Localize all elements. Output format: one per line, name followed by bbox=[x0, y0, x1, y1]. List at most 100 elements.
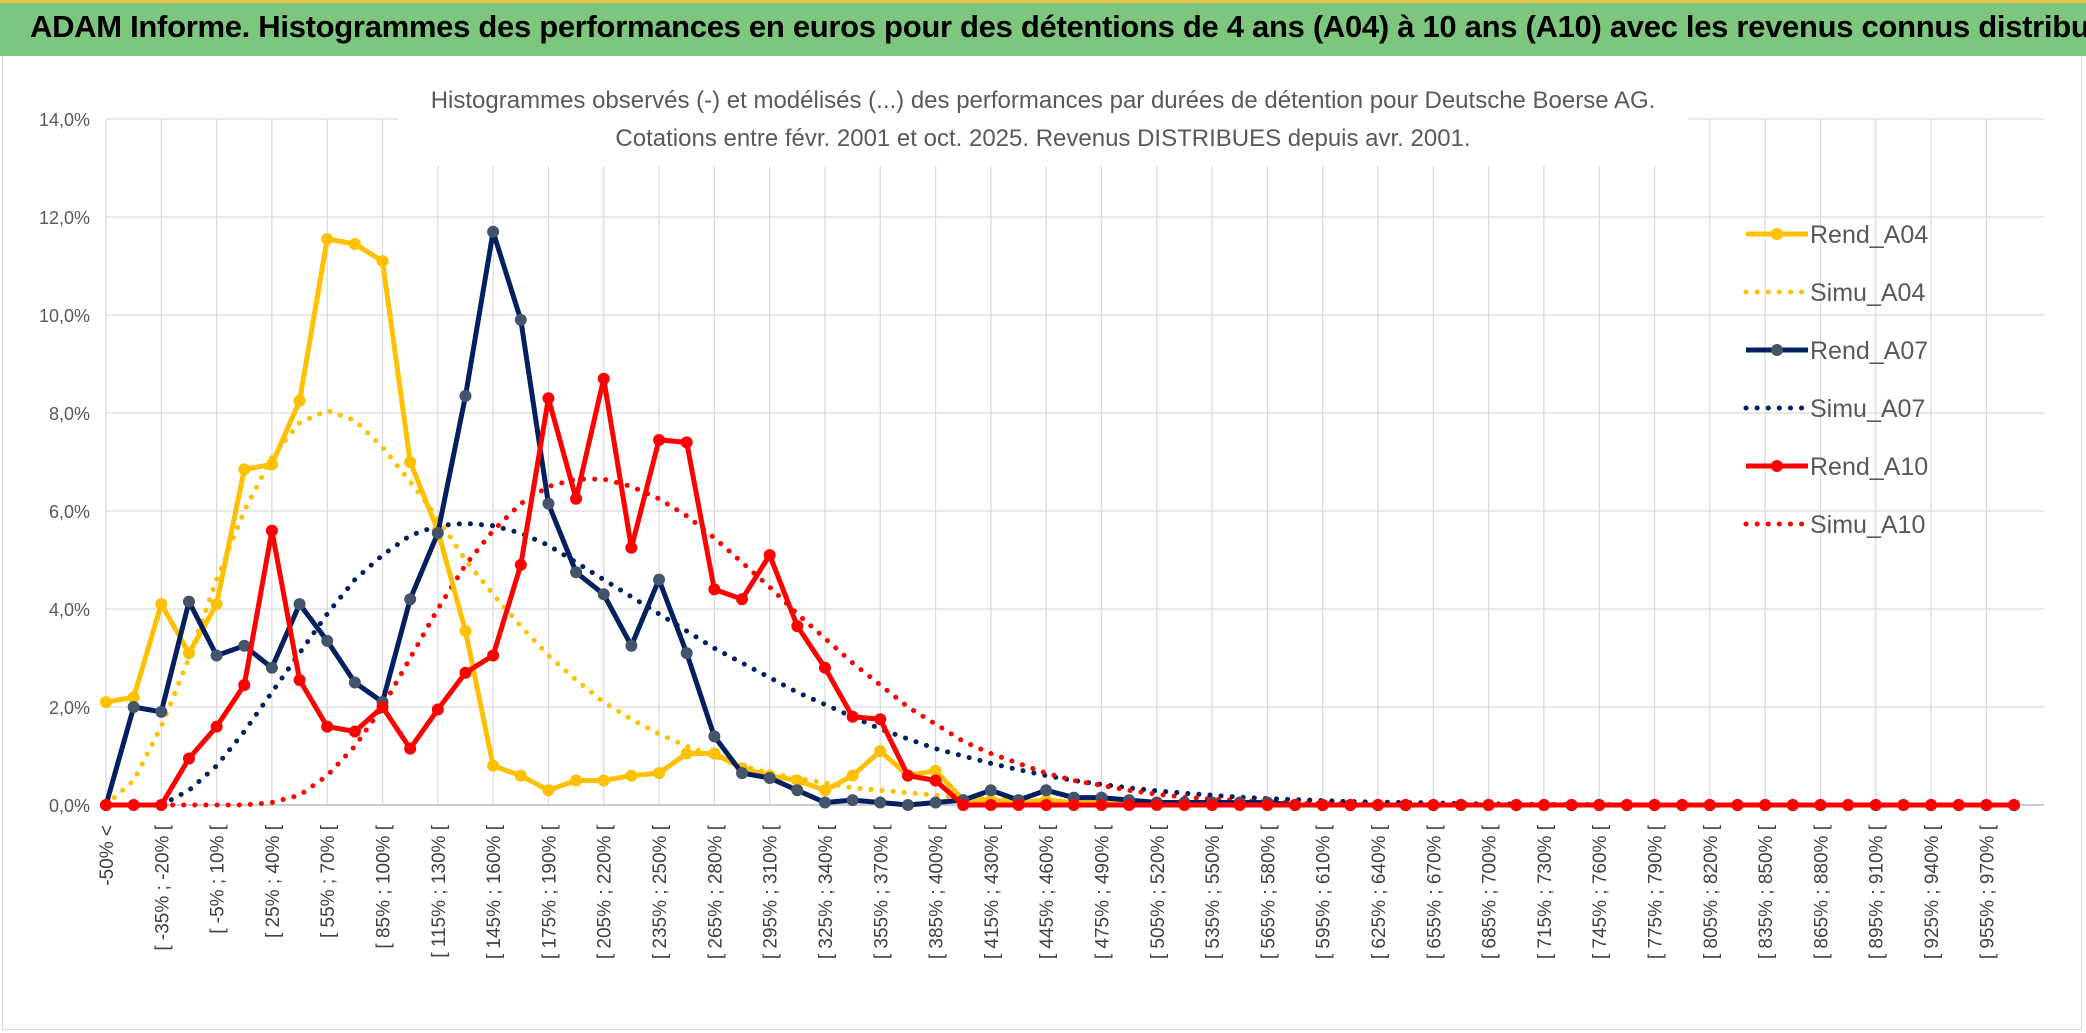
data-point-Rend_A07 bbox=[763, 772, 776, 785]
x-tick-label: [ 475% ; 490% [ bbox=[1092, 824, 1113, 959]
x-tick-label: [ 145% ; 160% [ bbox=[484, 824, 505, 959]
data-point-Rend_A04 bbox=[182, 647, 195, 660]
data-point-Rend_A10 bbox=[1123, 799, 1136, 811]
data-point-Rend_A07 bbox=[293, 598, 306, 611]
data-point-Rend_A10 bbox=[874, 713, 887, 726]
data-point-Rend_A10 bbox=[957, 799, 970, 811]
x-tick-label: [ 115% ; 130% [ bbox=[429, 824, 450, 957]
legend-marker-Rend_A07 bbox=[1771, 344, 1783, 356]
data-point-Rend_A10 bbox=[376, 701, 389, 713]
data-point-Rend_A10 bbox=[1510, 799, 1523, 811]
x-tick-label: [ 235% ; 250% [ bbox=[650, 824, 671, 959]
series-layer bbox=[100, 225, 2020, 811]
legend-label-Simu_A10: Simu_A10 bbox=[1810, 511, 1925, 539]
data-point-Rend_A10 bbox=[1261, 799, 1274, 811]
data-point-Rend_A07 bbox=[265, 661, 278, 674]
data-point-Rend_A10 bbox=[570, 492, 583, 505]
x-tick-label: [ 175% ; 190% [ bbox=[539, 824, 560, 959]
x-tick-label: [ -5% ; 10% [ bbox=[208, 824, 229, 933]
data-point-Rend_A07 bbox=[708, 730, 721, 743]
y-tick-label: 4,0% bbox=[49, 600, 90, 620]
data-point-Rend_A07 bbox=[487, 225, 500, 238]
data-point-Rend_A10 bbox=[901, 769, 914, 782]
data-point-Rend_A07 bbox=[542, 497, 555, 510]
chart-title-line2: Cotations entre févr. 2001 et oct. 2025.… bbox=[615, 125, 1470, 152]
data-point-Rend_A10 bbox=[1925, 799, 1938, 811]
data-point-Rend_A10 bbox=[514, 558, 527, 571]
data-point-Rend_A10 bbox=[2008, 799, 2020, 811]
y-tick-label: 0,0% bbox=[49, 796, 90, 816]
data-point-Rend_A04 bbox=[487, 759, 500, 772]
title-background bbox=[398, 78, 1688, 166]
data-point-Rend_A07 bbox=[182, 595, 195, 608]
x-axis: -50% < [ -35% ; -20% [[ -5% ; 10% [[ 25% … bbox=[97, 804, 2044, 959]
data-point-Rend_A04 bbox=[293, 394, 306, 407]
legend-label-Rend_A07: Rend_A07 bbox=[1810, 337, 1928, 365]
data-point-Rend_A07 bbox=[680, 647, 693, 660]
data-point-Rend_A10 bbox=[791, 620, 804, 633]
data-point-Rend_A07 bbox=[791, 784, 804, 797]
data-point-Rend_A07 bbox=[321, 634, 334, 647]
data-point-Rend_A10 bbox=[127, 799, 140, 811]
legend-label-Rend_A04: Rend_A04 bbox=[1810, 221, 1928, 249]
data-point-Rend_A10 bbox=[708, 583, 721, 596]
data-point-Rend_A10 bbox=[1482, 799, 1495, 811]
data-point-Rend_A04 bbox=[210, 598, 223, 611]
data-point-Rend_A10 bbox=[321, 720, 334, 733]
data-point-Rend_A04 bbox=[597, 774, 610, 787]
legend-marker-Rend_A10 bbox=[1771, 460, 1783, 472]
x-tick-label: [ 595% ; 610% [ bbox=[1314, 824, 1335, 959]
data-point-Rend_A04 bbox=[238, 463, 251, 476]
data-point-Rend_A10 bbox=[1869, 799, 1882, 811]
data-point-Rend_A10 bbox=[1427, 799, 1440, 811]
data-point-Rend_A04 bbox=[874, 745, 887, 758]
data-point-Rend_A07 bbox=[155, 705, 168, 718]
data-point-Rend_A10 bbox=[1206, 799, 1219, 811]
data-point-Rend_A10 bbox=[1316, 799, 1329, 811]
data-point-Rend_A10 bbox=[1786, 799, 1799, 811]
data-point-Rend_A10 bbox=[1897, 799, 1910, 811]
data-point-Rend_A04 bbox=[708, 747, 721, 760]
data-point-Rend_A10 bbox=[1372, 799, 1384, 811]
data-point-Rend_A10 bbox=[100, 799, 112, 811]
data-point-Rend_A07 bbox=[514, 313, 527, 326]
data-point-Rend_A10 bbox=[680, 436, 693, 449]
data-point-Rend_A10 bbox=[238, 678, 251, 691]
data-point-Rend_A04 bbox=[542, 784, 555, 797]
y-tick-label: 14,0% bbox=[39, 110, 90, 130]
x-tick-label: [ 355% ; 370% [ bbox=[871, 824, 892, 959]
line-chart: 0,0% 2,0% 4,0% 6,0% 8,0% 10,0% 12,0% 14,0% -50%… bbox=[39, 78, 2044, 959]
x-tick-label: [ 415% ; 430% [ bbox=[982, 824, 1003, 959]
data-point-Rend_A10 bbox=[155, 799, 168, 811]
data-point-Rend_A04 bbox=[818, 784, 831, 797]
data-point-Rend_A10 bbox=[1620, 799, 1633, 811]
data-point-Rend_A04 bbox=[376, 255, 389, 268]
x-tick-label: [ -35% ; -20% [ bbox=[152, 824, 173, 950]
legend-label-Simu_A07: Simu_A07 bbox=[1810, 395, 1925, 423]
legend-marker-Rend_A04 bbox=[1771, 228, 1783, 240]
data-point-Rend_A07 bbox=[984, 784, 997, 797]
x-tick-label: [ 295% ; 310% [ bbox=[761, 824, 782, 959]
legend-label-Rend_A10: Rend_A10 bbox=[1810, 453, 1928, 481]
x-tick-label: [ 955% ; 970% [ bbox=[1977, 824, 1998, 959]
data-point-Rend_A07 bbox=[459, 389, 472, 402]
data-point-Rend_A10 bbox=[487, 649, 500, 662]
y-tick-label: 10,0% bbox=[39, 306, 90, 326]
x-tick-label: [ 625% ; 640% [ bbox=[1369, 824, 1390, 959]
data-point-Rend_A10 bbox=[625, 541, 638, 554]
chart-title-line1: Histogrammes observés (-) et modélisés (… bbox=[431, 87, 1656, 114]
data-point-Rend_A10 bbox=[542, 392, 555, 405]
x-tick-label: [ 55% ; 70% [ bbox=[318, 824, 339, 938]
y-tick-label: 6,0% bbox=[49, 502, 90, 522]
data-point-Rend_A10 bbox=[1178, 799, 1191, 811]
x-tick-label: [ 925% ; 940% [ bbox=[1922, 824, 1943, 959]
data-point-Rend_A10 bbox=[1233, 799, 1246, 811]
data-point-Rend_A10 bbox=[1648, 799, 1661, 811]
data-point-Rend_A10 bbox=[1454, 799, 1467, 811]
data-point-Rend_A10 bbox=[265, 524, 278, 537]
x-tick-label: [ 715% ; 730% [ bbox=[1535, 824, 1556, 959]
series-line-Simu_A04 bbox=[103, 408, 2017, 808]
data-point-Rend_A10 bbox=[431, 703, 444, 716]
data-point-Rend_A10 bbox=[1759, 799, 1772, 811]
series-line-Rend_A10 bbox=[106, 376, 2014, 808]
